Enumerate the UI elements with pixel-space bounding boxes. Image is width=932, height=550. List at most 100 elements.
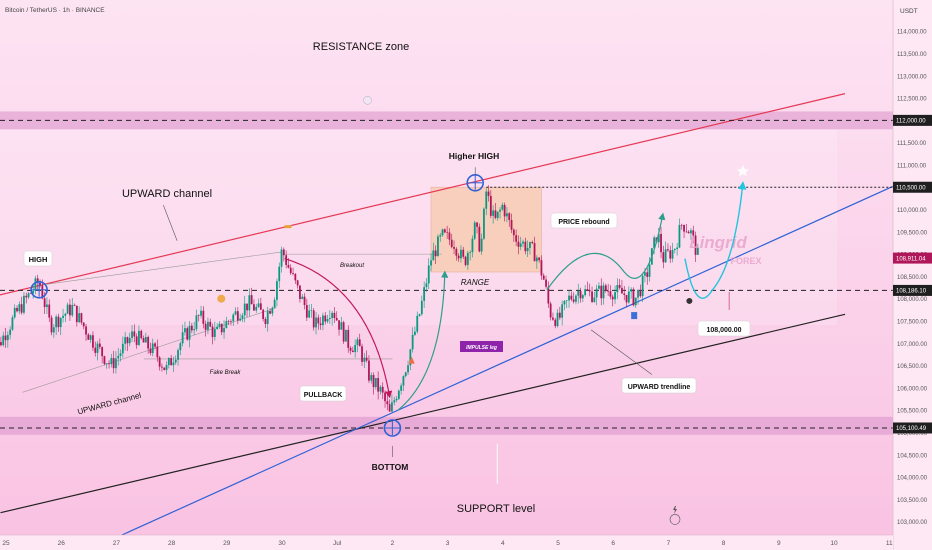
candle-body — [575, 295, 577, 302]
candle-body — [6, 334, 9, 341]
candle-body — [480, 238, 483, 252]
price-tick-label: 111,500.00 — [897, 141, 927, 147]
candle-body — [455, 248, 458, 256]
candle-body — [476, 222, 478, 227]
candle-body — [535, 257, 538, 262]
candle-body — [13, 307, 16, 318]
high-label: HIGH — [29, 255, 48, 264]
candle-body — [322, 315, 324, 326]
candle-body — [690, 230, 692, 234]
watermark-sub: FOREX — [730, 256, 761, 266]
candle-body — [694, 235, 697, 255]
candle-body — [466, 252, 469, 265]
candle-body — [103, 356, 106, 364]
time-tick-label: 30 — [278, 540, 286, 547]
candle-body — [32, 290, 35, 294]
candle-body — [510, 220, 513, 230]
candle-body — [604, 285, 607, 291]
candle-body — [335, 317, 338, 321]
candle-body — [540, 260, 543, 276]
candle-body — [499, 209, 501, 212]
candle-body — [414, 331, 416, 335]
price-tick-label: 106,000.00 — [897, 386, 928, 392]
candle-body — [305, 305, 308, 318]
candle-body — [351, 350, 354, 353]
candle-body — [66, 304, 69, 314]
candle-body — [416, 315, 419, 332]
candle-body — [52, 327, 55, 333]
candle-body — [239, 318, 242, 321]
candle-body — [218, 323, 221, 327]
level-price-tag[interactable] — [893, 181, 932, 193]
level-price-tag[interactable] — [893, 422, 932, 434]
candle-body — [211, 326, 214, 337]
level-price-text: 105,100.49 — [896, 426, 927, 432]
high-marker — [30, 280, 48, 299]
current-price-tag[interactable] — [893, 252, 932, 264]
candle-body — [292, 273, 294, 274]
candle-body — [570, 295, 573, 300]
candle-body — [232, 314, 235, 322]
candle-body — [59, 317, 62, 328]
candle-body — [591, 291, 593, 303]
snail-icon — [217, 294, 226, 303]
target-star-icon — [736, 164, 749, 177]
candle-body — [687, 231, 690, 234]
candle-body — [368, 360, 370, 381]
time-axis-bg — [0, 535, 893, 550]
candle-body — [676, 247, 679, 249]
time-axis[interactable]: 25 26 27 28 29 30 Jul 2 3 4 5 6 7 8 9 10 11 — [0, 534, 893, 550]
candle-body — [57, 316, 60, 328]
candle-body — [680, 224, 683, 226]
candle-body — [158, 357, 161, 367]
level-price-tag[interactable] — [893, 284, 932, 296]
target-dot — [686, 297, 693, 304]
candle-body — [209, 321, 212, 327]
channel-pointer — [163, 204, 178, 241]
candle-body — [170, 358, 173, 366]
candle-body — [207, 321, 209, 330]
price-tick-label: 114,000.00 — [897, 30, 927, 36]
candle-body — [418, 314, 421, 316]
level-price-tag[interactable] — [893, 114, 932, 126]
candle-body — [20, 304, 23, 313]
candle-body — [607, 290, 610, 292]
candle-body — [257, 303, 260, 307]
candle-body — [487, 191, 490, 196]
candle-body — [64, 313, 67, 316]
candle-body — [508, 213, 511, 221]
candle-body — [515, 235, 518, 242]
candle-body — [124, 337, 127, 344]
candle-body — [450, 239, 453, 248]
price-axis[interactable]: 103,000.00 103,500.00 104,000.00 104,500.00… — [892, 0, 932, 550]
candle-body — [18, 304, 21, 312]
candle-body — [517, 241, 520, 247]
candle-body — [27, 293, 30, 298]
candle-body — [637, 289, 639, 298]
candle-body — [289, 267, 292, 274]
range-label: RANGE — [461, 278, 490, 287]
price-tick-label: 108,500.00 — [897, 275, 928, 281]
candle-body — [34, 278, 37, 291]
candle-body — [190, 325, 193, 331]
candle-body — [372, 375, 375, 388]
candle-body — [204, 323, 207, 330]
candle-body — [354, 344, 357, 353]
price-tick-label: 113,500.00 — [897, 52, 927, 58]
candle-body — [501, 204, 504, 210]
time-tick-label: 27 — [113, 540, 121, 547]
plot-area-highlight — [0, 130, 837, 325]
candle-body — [660, 233, 662, 253]
price-tick-label: 105,000.00 — [897, 431, 928, 437]
candle-body — [427, 265, 430, 284]
candle-body — [262, 309, 265, 319]
candle-body — [616, 285, 619, 293]
candle-body — [552, 317, 554, 320]
projection-arrow — [684, 181, 747, 299]
trendline-pointer — [590, 329, 653, 375]
candle-body — [464, 256, 467, 265]
candle-body — [363, 357, 366, 362]
candle-body — [177, 350, 179, 360]
